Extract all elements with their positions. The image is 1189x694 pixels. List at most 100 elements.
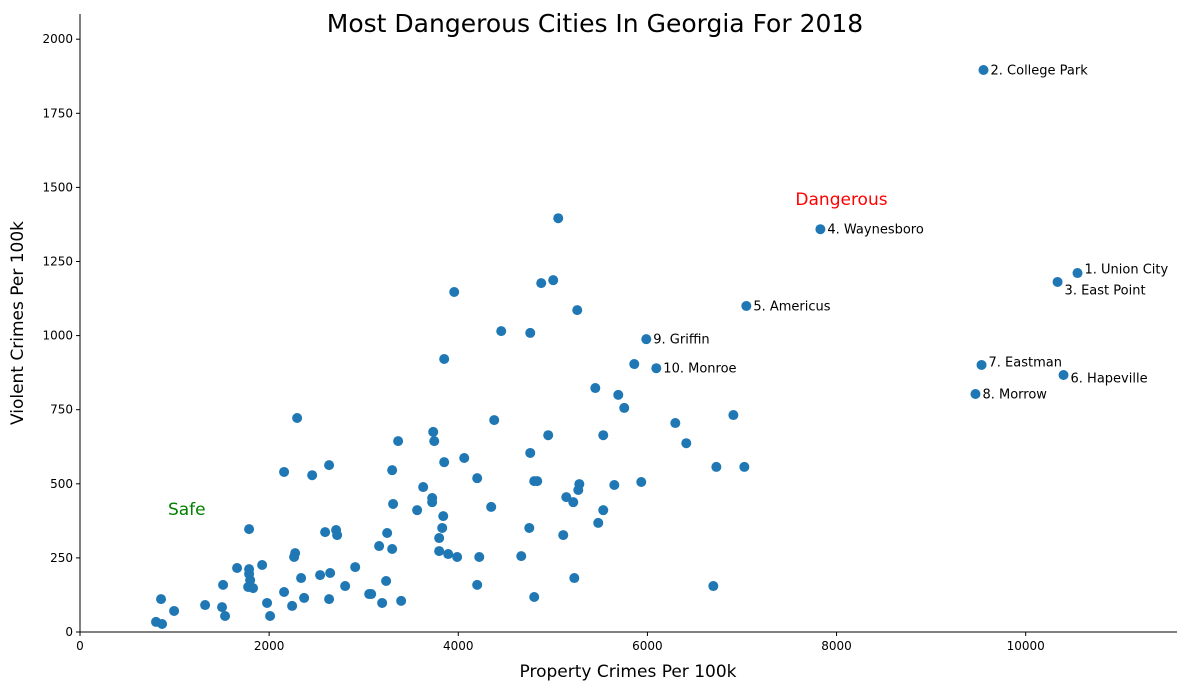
data-point xyxy=(299,592,310,603)
city-label: 1. Union City xyxy=(1085,263,1169,278)
data-point xyxy=(598,430,609,441)
data-point xyxy=(598,505,609,516)
data-point xyxy=(248,583,259,594)
data-point xyxy=(613,389,624,400)
city-label: 4. Waynesboro xyxy=(827,223,923,238)
data-point xyxy=(434,546,445,557)
data-point xyxy=(568,497,579,508)
data-point xyxy=(553,213,564,224)
data-point xyxy=(548,275,559,286)
data-point xyxy=(232,562,243,573)
data-point xyxy=(262,597,273,608)
data-point xyxy=(292,412,303,423)
y-axis-label: Violent Crimes Per 100k xyxy=(8,221,28,425)
data-point xyxy=(387,544,398,555)
data-point xyxy=(449,287,460,298)
data-point xyxy=(636,477,647,488)
data-point xyxy=(472,579,483,590)
city-label: 7. Eastman xyxy=(989,355,1062,370)
data-point xyxy=(536,278,547,289)
data-point xyxy=(438,511,449,522)
data-point xyxy=(739,461,750,472)
data-point xyxy=(619,402,630,413)
data-point xyxy=(532,476,543,487)
labeled-data-point xyxy=(1052,276,1063,287)
data-point xyxy=(543,430,554,441)
data-point xyxy=(388,498,399,509)
data-point xyxy=(428,426,439,437)
data-point xyxy=(218,579,229,590)
data-point xyxy=(340,581,351,592)
labeled-data-point xyxy=(1072,268,1083,279)
data-point xyxy=(220,610,231,621)
city-label: 2. College Park xyxy=(991,64,1089,79)
labeled-data-point xyxy=(976,359,987,370)
annotation-label: Dangerous xyxy=(795,190,887,210)
y-tick-label: 1750 xyxy=(42,106,73,120)
x-tick-label: 10000 xyxy=(1007,639,1045,653)
data-point xyxy=(452,552,463,563)
y-tick-label: 1250 xyxy=(42,254,73,268)
data-point xyxy=(307,470,318,481)
data-point xyxy=(711,461,722,472)
data-point xyxy=(157,618,168,629)
city-label: 3. East Point xyxy=(1065,283,1146,298)
data-point xyxy=(387,465,398,476)
data-point xyxy=(324,594,335,605)
data-point xyxy=(593,517,604,528)
labeled-data-point xyxy=(741,300,752,311)
data-point xyxy=(524,522,535,533)
data-point xyxy=(558,530,569,541)
data-point xyxy=(396,595,407,606)
labeled-data-point xyxy=(970,388,981,399)
labeled-data-point xyxy=(1058,370,1069,381)
data-point xyxy=(629,359,640,370)
data-point xyxy=(200,600,211,611)
data-point xyxy=(324,460,335,471)
x-tick-label: 6000 xyxy=(632,639,663,653)
data-point xyxy=(681,438,692,449)
data-point xyxy=(459,453,470,464)
data-point xyxy=(516,551,527,562)
data-point xyxy=(439,457,450,468)
data-point xyxy=(434,533,445,544)
data-point xyxy=(569,573,580,584)
data-point xyxy=(279,586,290,597)
data-point xyxy=(443,549,454,560)
data-point xyxy=(472,473,483,484)
data-point xyxy=(296,573,307,584)
city-label: 8. Morrow xyxy=(982,387,1047,402)
chart-title: Most Dangerous Cities In Georgia For 201… xyxy=(327,9,863,38)
x-tick-label: 4000 xyxy=(443,639,474,653)
data-point xyxy=(486,501,497,512)
labeled-data-point xyxy=(815,224,826,235)
data-point xyxy=(590,383,601,394)
data-point xyxy=(439,354,450,365)
y-tick-label: 1500 xyxy=(42,180,73,194)
data-point xyxy=(374,541,385,552)
data-point xyxy=(315,570,326,581)
data-point xyxy=(279,466,290,477)
data-point xyxy=(418,482,429,493)
data-point xyxy=(366,589,377,600)
y-tick-label: 0 xyxy=(65,625,73,639)
data-point xyxy=(325,568,336,579)
annotations: Dangerous Safe xyxy=(168,190,888,520)
labeled-data-point xyxy=(641,334,652,345)
data-point xyxy=(708,581,719,592)
data-point xyxy=(217,602,228,613)
data-point xyxy=(287,600,298,611)
data-point xyxy=(525,447,536,458)
data-point xyxy=(289,552,300,563)
city-label: 9. Griffin xyxy=(653,333,709,348)
data-point xyxy=(728,410,739,421)
city-label: 6. Hapeville xyxy=(1071,372,1148,387)
y-tick-label: 2000 xyxy=(42,32,73,46)
data-point xyxy=(474,552,485,563)
data-point xyxy=(529,592,540,603)
axis-ticks: 0 2000 4000 6000 8000 10000 0 250 500 750 1000 1250… xyxy=(42,32,1044,653)
point-labels: 1. Union City 2. College Park 3. East Poin… xyxy=(653,64,1168,403)
data-point xyxy=(437,522,448,533)
data-point xyxy=(429,436,440,447)
